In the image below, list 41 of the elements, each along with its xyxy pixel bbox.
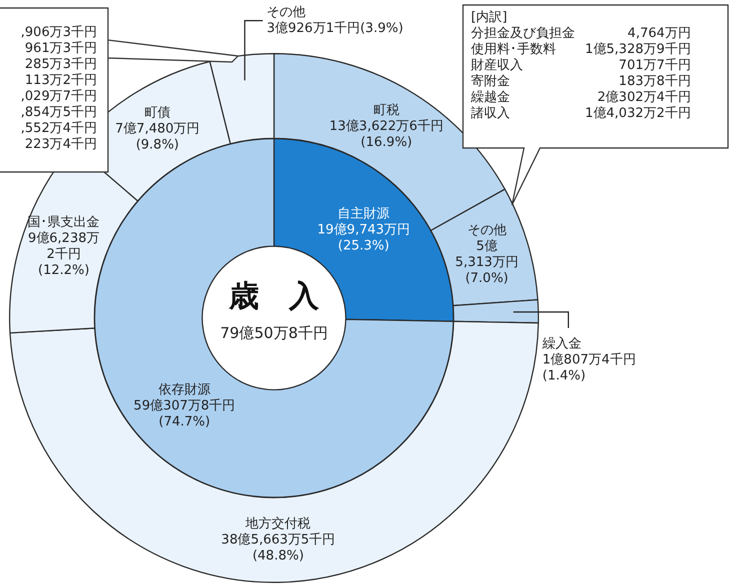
data-label: 3億926万1千円(3.9%) [266, 20, 404, 36]
data-label: 59億307万8千円 (74.7%) [134, 398, 236, 430]
slice-label: その他 [467, 223, 506, 238]
slice-label: 自主財源 [338, 205, 390, 222]
text: 1億4,032万2千円 [584, 106, 691, 122]
text: [内訳] [471, 10, 508, 26]
text: 2億302万4千円 [596, 90, 691, 106]
text: 223万4千円 [24, 137, 97, 153]
text: 歳 入 [228, 278, 320, 314]
slice-label: 繰入金 [541, 336, 582, 352]
text: ,552万4千円 [20, 121, 97, 137]
text: 113万2千円 [24, 73, 97, 89]
text: 79億50万8千円 [220, 324, 328, 342]
text: 繰越金 [471, 90, 511, 106]
data-label: 9億6,238万 2千円 (12.2%) [28, 231, 100, 278]
text: 使用料･手数料 [471, 42, 557, 58]
text: 1億5,328万9千円 [584, 42, 691, 58]
data-label: 7億7,480万円 (9.8%) [115, 121, 200, 152]
text: 701万7千円 [618, 58, 691, 74]
text: 分担金及び負担金 [471, 26, 575, 42]
data-label: 38億5,663万5千円 (48.8%) [221, 532, 336, 564]
text: ,854万5千円 [20, 105, 97, 121]
text: ,906万3千円 [20, 25, 97, 41]
text: 諸収入 [471, 106, 511, 122]
text: 財産収入 [471, 58, 524, 74]
slice-label: 地方交付税 [244, 515, 311, 532]
slice-label: 町債 [144, 105, 170, 120]
text: 961万3千円 [24, 41, 97, 57]
slice-label: 国･県支出金 [28, 215, 100, 230]
text: 寄附金 [471, 74, 511, 90]
slice-label: 依存財源 [158, 382, 210, 398]
data-label: 5億 5,313万円 (7.0%) [455, 239, 518, 286]
slice-label: その他 [266, 4, 306, 20]
text: 4,764万円 [626, 26, 691, 42]
data-label: 13億3,622万6千円 (16.9%) [329, 118, 444, 150]
text: 285万3千円 [24, 57, 97, 73]
text: 183万8千円 [618, 74, 691, 90]
data-label: 1億807万4千円 (1.4%) [542, 352, 636, 384]
slice-label: 町税 [373, 102, 400, 118]
data-label: 19億9,743万円 (25.3%) [317, 222, 410, 254]
text: ,029万7千円 [20, 89, 97, 105]
